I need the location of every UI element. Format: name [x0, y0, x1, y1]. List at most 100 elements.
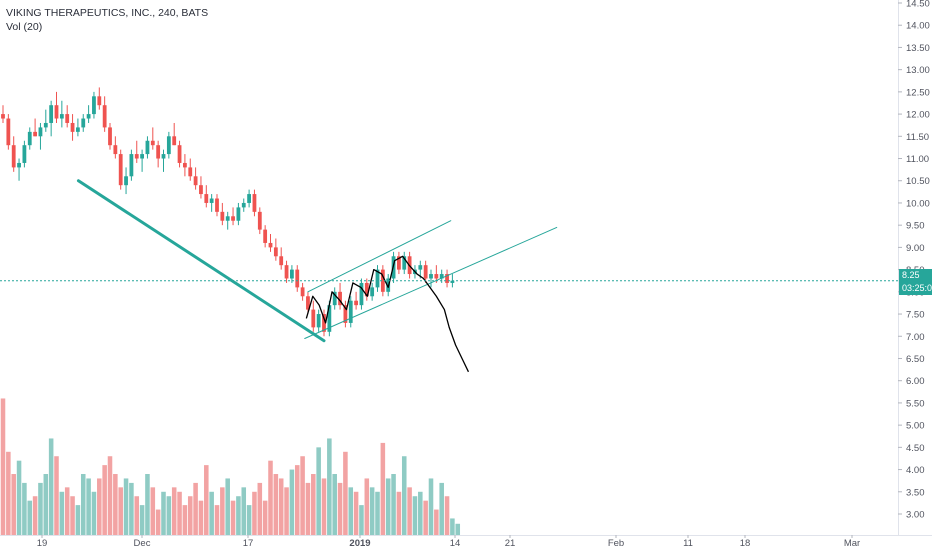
price-tick-label: 3.50: [906, 487, 925, 498]
candle-body: [140, 154, 144, 159]
candle-body: [359, 282, 364, 306]
volume-bar: [6, 451, 11, 535]
volume-bar: [145, 474, 150, 535]
volume-bar: [102, 465, 107, 535]
volume-bar: [407, 487, 412, 535]
volume-bar: [171, 487, 177, 535]
candle-body: [188, 167, 193, 177]
volume-bar: [241, 487, 247, 535]
volume-bar: [343, 451, 348, 535]
candle-body: [306, 296, 310, 310]
price-axis[interactable]: 14.50 14.00 13.50 13.00 12.50 12.00 11.50 11.00…: [898, 0, 930, 521]
candle-body: [231, 216, 235, 221]
time-tick-label: 21: [505, 538, 516, 549]
candle-body: [343, 305, 348, 323]
candle-body: [316, 314, 321, 328]
volume-bar: [32, 496, 38, 535]
time-tick-label: 18: [740, 538, 751, 549]
candle-body: [108, 127, 112, 146]
volume-bar: [327, 438, 332, 535]
candle-body: [22, 145, 27, 163]
volume-bar: [380, 442, 386, 535]
candle-body: [252, 194, 257, 212]
volume-bar: [48, 438, 54, 535]
candle-body: [49, 105, 54, 123]
candle-body: [199, 185, 203, 195]
volume-bar: [332, 474, 337, 535]
volume-bar: [321, 478, 327, 535]
candle-body: [247, 194, 251, 203]
candle-body: [81, 118, 86, 128]
volume-bar: [166, 496, 172, 535]
symbol-title: VIKING THERAPEUTICS, INC., 240, BATS: [6, 7, 209, 19]
price-tick-label: 6.50: [906, 354, 925, 365]
volume-bar: [16, 460, 22, 535]
candle-body: [375, 269, 380, 288]
candle-body: [150, 140, 155, 146]
candle-body: [134, 154, 139, 159]
freehand-projection-path: [305, 255, 470, 373]
volume-bar: [369, 487, 375, 535]
candle-body: [17, 162, 21, 168]
candle-body: [166, 136, 171, 155]
volume-bar: [198, 500, 204, 535]
candle-body: [295, 269, 300, 288]
volume-bar: [418, 491, 423, 535]
channel-lower-line: [304, 226, 558, 339]
candlesticks: [1, 87, 455, 337]
volume-bar: [155, 509, 161, 535]
candle-body: [124, 176, 128, 186]
candle-body: [43, 122, 48, 128]
drawings[interactable]: [76, 179, 558, 373]
candle-body: [434, 274, 439, 279]
price-tick-label: 4.00: [906, 465, 925, 476]
candle-body: [445, 274, 449, 283]
volume-bar: [27, 500, 33, 535]
candle-body: [209, 198, 214, 203]
volume-bar: [161, 491, 166, 535]
volume-bar: [348, 487, 354, 535]
price-tick-label: 14.00: [906, 21, 930, 32]
volume-bar: [230, 500, 236, 535]
volume-bar: [262, 500, 268, 535]
volume-bar: [38, 482, 43, 535]
channel-upper-line: [307, 220, 452, 293]
candle-body: [1, 114, 5, 119]
candle-body: [11, 145, 16, 168]
candle-body: [38, 127, 43, 137]
volume-bar: [423, 500, 428, 535]
candle-body: [177, 145, 182, 163]
volume-bar: [450, 518, 455, 535]
volume-bar: [134, 496, 140, 535]
volume-bar: [80, 474, 86, 535]
time-tick-label: 2019: [349, 538, 370, 549]
volume-bar: [59, 491, 65, 535]
volume-bar: [97, 478, 102, 535]
volume-bar: [289, 469, 295, 535]
volume-bar: [375, 491, 380, 535]
price-tick-label: 10.50: [906, 176, 930, 187]
time-axis[interactable]: 19 Dec 17 2019 14 21 Feb 11 18 Mar: [37, 535, 860, 549]
volume-bar: [204, 465, 209, 535]
volume-bar: [444, 496, 450, 535]
volume-bar: [273, 474, 279, 535]
volume-bar: [359, 505, 364, 535]
volume-indicator-label[interactable]: Vol (20): [6, 21, 43, 33]
price-tick-label: 9.50: [906, 221, 925, 232]
candle-body: [92, 96, 96, 115]
candle-body: [86, 114, 91, 119]
candle-body: [300, 287, 305, 297]
volume-bar: [311, 474, 316, 535]
current-price-label: 8.25: [899, 268, 932, 282]
price-tick-label: 7.00: [906, 332, 925, 343]
candle-body: [418, 265, 423, 270]
price-tick-label: 5.50: [906, 398, 925, 409]
volume-bar: [401, 456, 407, 535]
candle-body: [263, 229, 268, 243]
candle-body: [156, 145, 161, 159]
volume-bar: [305, 482, 311, 535]
volume-bar: [193, 482, 198, 535]
volume-bar: [225, 478, 230, 535]
candle-body: [273, 247, 278, 257]
